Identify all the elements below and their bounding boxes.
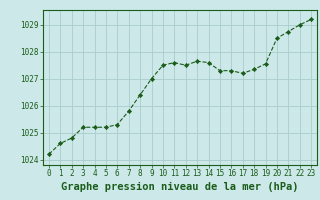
X-axis label: Graphe pression niveau de la mer (hPa): Graphe pression niveau de la mer (hPa) xyxy=(61,182,299,192)
